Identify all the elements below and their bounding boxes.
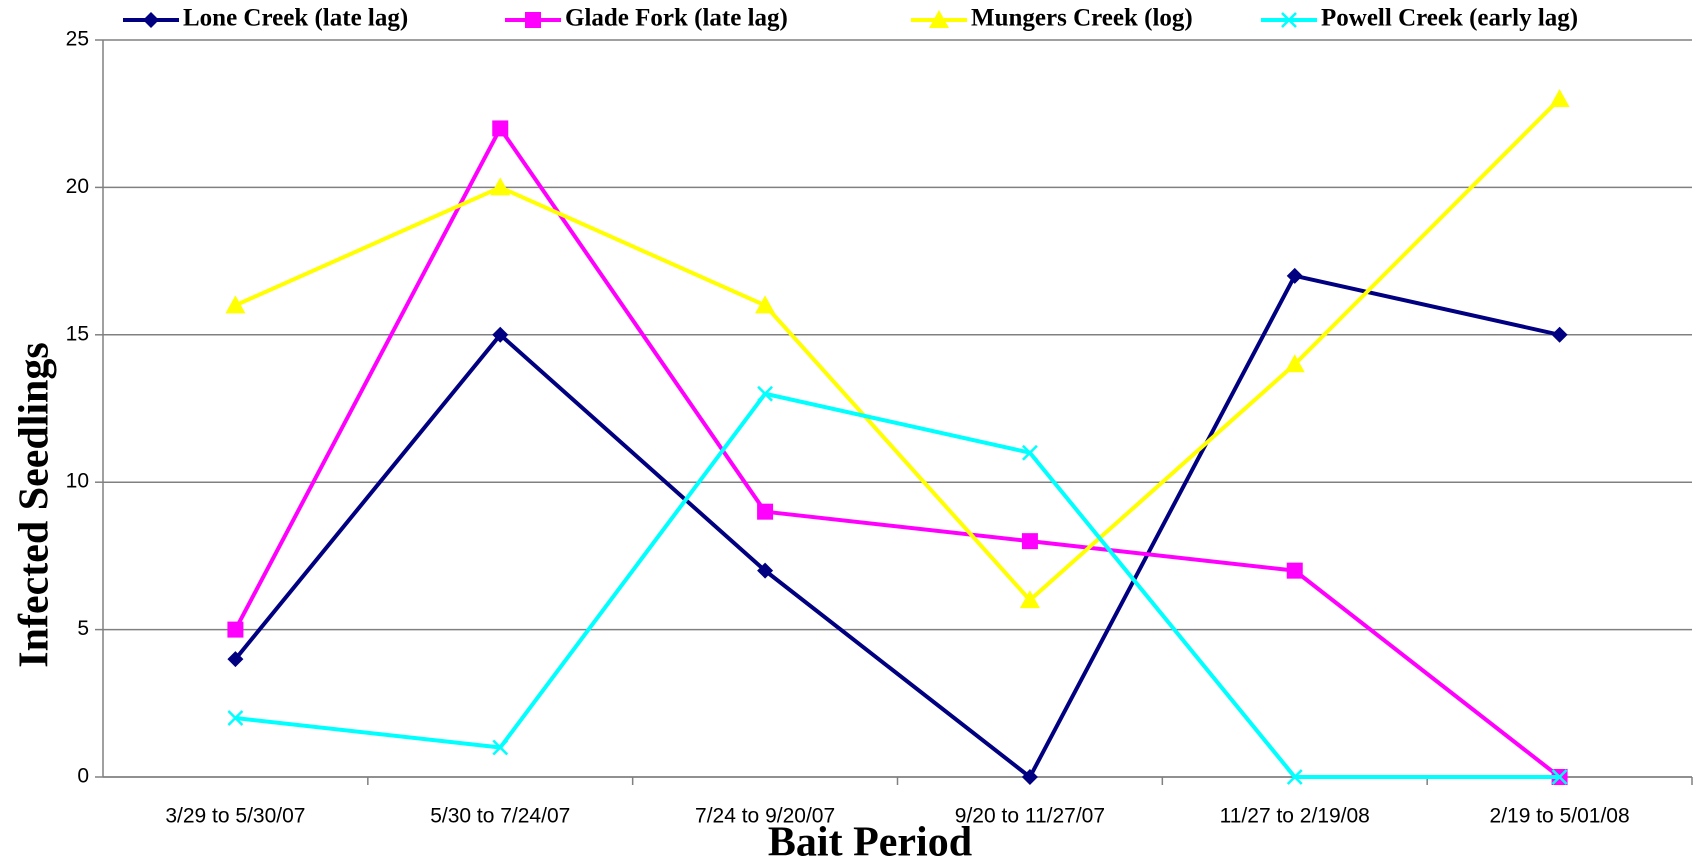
data-point [1284,354,1305,373]
y-axis-label: Infected Seedlings [12,342,58,668]
data-point [227,710,244,726]
y-tick-label: 10 [66,470,89,493]
legend-marker [1281,12,1297,28]
x-tick-label: 11/27 to 2/19/08 [1220,805,1370,828]
series-line [235,391,1560,779]
x-tick-label: 9/20 to 11/27/07 [955,805,1105,828]
legend-marker [929,10,949,28]
data-point [227,651,244,668]
data-point [757,562,774,579]
legend-marker [525,12,541,28]
data-point [1549,88,1570,107]
data-point [757,503,774,520]
series-line [234,97,1561,603]
data-point [492,326,509,343]
data-point [1021,769,1038,785]
data-point [490,177,511,196]
data-point [1286,267,1303,284]
data-point [757,385,773,402]
legend-label: Powell Creek (early lag) [1321,5,1578,32]
y-tick-label: 25 [66,28,89,51]
data-point [1551,326,1568,343]
series-line [233,273,1561,779]
x-tick-label: 3/29 to 5/30/07 [165,805,305,828]
data-point [755,295,776,314]
legend-marker [143,12,159,28]
data-point [1021,533,1038,550]
series-line [233,126,1561,779]
data-point [1022,444,1038,461]
legend-label: Lone Creek (late lag) [183,5,408,32]
data-point [1286,769,1303,785]
x-tick-label: 2/19 to 5/01/08 [1490,805,1630,828]
data-point [492,120,509,137]
y-tick-label: 5 [77,617,89,640]
legend-label: Mungers Creek (log) [971,5,1193,32]
data-point [492,739,509,756]
data-point [1551,769,1568,785]
y-tick-label: 20 [66,175,89,198]
data-point [1019,590,1040,609]
x-tick-label: 5/30 to 7/24/07 [430,805,570,828]
x-axis-label: Bait Period [768,820,972,866]
legend-label: Glade Fork (late lag) [565,5,788,32]
data-point [227,621,244,638]
y-tick-label: 0 [77,765,89,788]
data-point [1286,562,1303,579]
data-point [225,295,246,314]
y-tick-label: 15 [66,322,89,345]
x-tick-label: 7/24 to 9/20/07 [695,805,835,828]
